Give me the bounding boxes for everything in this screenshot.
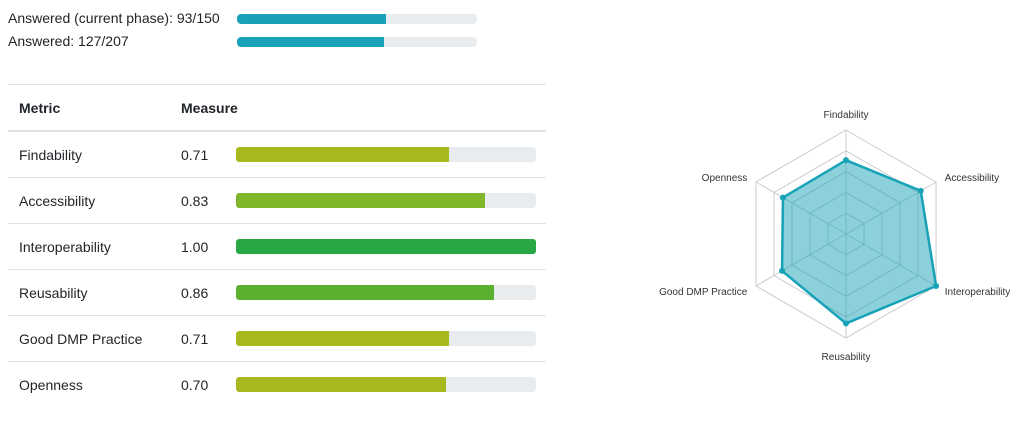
progress-current-phase: Answered (current phase): 93/150: [8, 9, 488, 29]
radar-point: [779, 267, 786, 274]
radar-point: [933, 283, 940, 289]
metric-value: 1.00: [181, 223, 236, 270]
metric-name: Good DMP Practice: [8, 315, 181, 362]
measure-column-header: Measure: [181, 84, 546, 132]
metric-value: 0.71: [181, 315, 236, 362]
radar-point: [779, 194, 786, 201]
radar-chart: Findability Accessibility Interoperability…: [659, 110, 1011, 363]
metric-bar-cell: [236, 362, 546, 408]
metric-value: 0.70: [181, 376, 209, 393]
radar-point: [917, 187, 924, 194]
metric-bar-cell: [236, 177, 546, 224]
table-header-row: Metric Measure: [8, 84, 546, 132]
radar-axis-label: Accessibility: [945, 173, 999, 184]
metric-bar-fill: [236, 377, 446, 392]
metric-bar-cell: [236, 269, 546, 316]
metric-name: Reusability: [8, 269, 181, 316]
radar-axis-label: Openness: [702, 173, 748, 184]
radar-point: [843, 320, 849, 327]
metric-name: Interoperability: [8, 223, 181, 270]
metric-bar-track: [236, 193, 536, 208]
radar-axis-label: Findability: [823, 110, 868, 121]
metric-value: 0.83: [181, 177, 236, 224]
progress-total-track: [237, 37, 477, 47]
metric-bar-track: [236, 331, 536, 346]
metric-bar-cell: [236, 131, 546, 178]
progress-current-phase-fill: [237, 14, 386, 24]
table-row: Openness 0.70: [8, 362, 546, 408]
metric-bar-track: [236, 377, 536, 392]
metric-value: 0.86: [181, 269, 236, 316]
metric-bar-fill: [236, 239, 536, 254]
metric-bar-track: [236, 239, 536, 254]
metric-value: 0.71: [181, 131, 236, 178]
metric-name: Findability: [8, 131, 181, 178]
metric-bar-track: [236, 285, 536, 300]
table-row: Interoperability 1.00: [8, 223, 546, 270]
table-row: Findability 0.71: [8, 131, 546, 178]
metric-column-header: Metric: [8, 84, 181, 132]
radar-axis-label: Good DMP Practice: [659, 287, 748, 298]
metrics-table: Metric Measure Findability 0.71 Accessibil…: [8, 84, 546, 407]
progress-total-fill: [237, 37, 385, 47]
table-row: Reusability 0.86: [8, 269, 546, 316]
table-row: Accessibility 0.83: [8, 177, 546, 224]
metric-bar-cell: [236, 223, 546, 270]
radar-axis-label: Interoperability: [945, 287, 1011, 298]
metric-name: Openness: [19, 376, 83, 393]
table-row: Good DMP Practice 0.71: [8, 315, 546, 362]
metric-bar-track: [236, 147, 536, 162]
metric-bar-fill: [236, 147, 449, 162]
progress-total: Answered: 127/207: [8, 32, 488, 52]
radar-point: [843, 157, 849, 164]
progress-total-label: Answered: 127/207: [8, 33, 129, 49]
metric-name: Accessibility: [8, 177, 181, 224]
metric-bar-fill: [236, 285, 494, 300]
progress-current-phase-label: Answered (current phase): 93/150: [8, 10, 220, 26]
progress-current-phase-track: [237, 14, 477, 24]
metric-bar-fill: [236, 331, 449, 346]
metric-bar-fill: [236, 193, 485, 208]
radar-axis-label: Reusability: [822, 352, 871, 363]
metric-bar-cell: [236, 315, 546, 362]
